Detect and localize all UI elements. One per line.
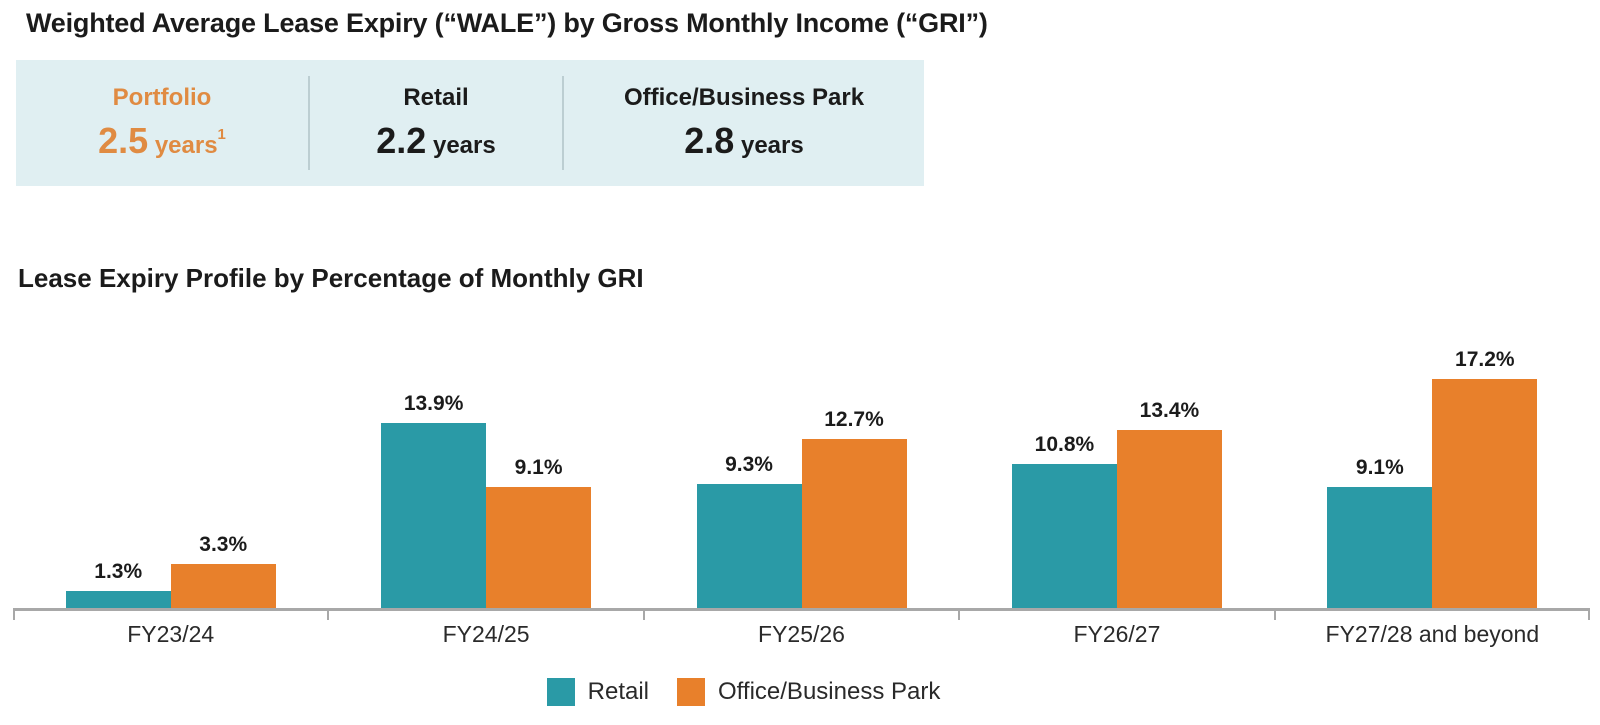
legend-item-office-business-park: Office/Business Park bbox=[677, 678, 940, 706]
bar-value-label: 12.7% bbox=[824, 408, 884, 432]
summary-office-value: 2.8 years bbox=[684, 120, 803, 162]
chart-title: Lease Expiry Profile by Percentage of Mo… bbox=[18, 263, 644, 293]
bar-value-label: 3.3% bbox=[199, 533, 248, 557]
summary-divider bbox=[308, 76, 310, 170]
x-axis-tick bbox=[1588, 610, 1590, 620]
bar-retail bbox=[1327, 487, 1433, 608]
bar-office-business-park bbox=[170, 564, 276, 608]
page-title: Weighted Average Lease Expiry (“WALE”) b… bbox=[26, 8, 988, 38]
lease-expiry-bar-chart: 1.3% 3.3% 13.9% 9.1% 9.3% 12.7% 10.8% 13.4% 9.1%… bbox=[13, 300, 1590, 706]
summary-office-number: 2.8 bbox=[684, 120, 735, 161]
summary-retail-unit: years bbox=[432, 132, 496, 159]
x-axis-tick bbox=[327, 610, 330, 620]
x-axis-tick bbox=[958, 610, 961, 620]
bar-col-office-business-park-fy27-28-and-beyond: 17.2% bbox=[1432, 348, 1538, 608]
legend-swatch-office-business-park bbox=[677, 678, 706, 706]
bar-retail bbox=[696, 484, 802, 608]
summary-office-label: Office/Business Park bbox=[623, 84, 865, 111]
x-label-fy24-25: FY24/25 bbox=[442, 621, 530, 647]
summary-portfolio: Portfolio 2.5 years1 bbox=[16, 60, 308, 186]
x-axis-tick bbox=[642, 610, 645, 620]
summary-divider bbox=[562, 76, 564, 170]
x-label-fy25-26: FY25/26 bbox=[758, 621, 845, 647]
summary-portfolio-value: 2.5 years1 bbox=[98, 120, 226, 162]
summary-retail-value: 2.2 years bbox=[376, 120, 495, 162]
bar-col-retail-fy26-27: 10.8% bbox=[1011, 433, 1117, 608]
legend-item-retail: Retail bbox=[546, 678, 650, 706]
summary-portfolio-unit: years bbox=[154, 132, 218, 159]
summary-portfolio-label: Portfolio bbox=[112, 84, 212, 111]
plot-area: 1.3% 3.3% 13.9% 9.1% 9.3% 12.7% 10.8% 13.4% 9.1%… bbox=[13, 300, 1590, 620]
summary-retail-label: Retail bbox=[403, 84, 469, 111]
bar-value-label: 1.3% bbox=[94, 559, 143, 583]
x-label-fy23-24: FY23/24 bbox=[127, 621, 215, 647]
bar-col-retail-fy24-25: 13.9% bbox=[381, 392, 487, 608]
bar-value-label: 17.2% bbox=[1455, 348, 1515, 372]
legend-label-office-business-park: Office/Business Park bbox=[718, 678, 941, 705]
summary-retail: Retail 2.2 years bbox=[310, 60, 562, 186]
x-label-fy26-27: FY26/27 bbox=[1073, 621, 1161, 647]
bar-office-business-park bbox=[486, 487, 592, 608]
bar-col-retail-fy23-24: 1.3% bbox=[65, 559, 171, 608]
wale-summary-box: Portfolio 2.5 years1 Retail 2.2 years Of… bbox=[16, 60, 924, 186]
legend-swatch-retail bbox=[546, 678, 575, 706]
bar-office-business-park bbox=[1116, 429, 1222, 608]
bar-value-label: 13.9% bbox=[403, 392, 464, 416]
summary-retail-number: 2.2 bbox=[376, 120, 427, 161]
bar-group-fy26-27: 10.8% 13.4% bbox=[959, 399, 1274, 608]
bar-office-business-park bbox=[1432, 379, 1538, 608]
x-axis-labels: FY23/24 FY24/25 FY25/26 FY26/27 FY27/28 and … bbox=[13, 621, 1590, 648]
x-axis-tick bbox=[1273, 610, 1276, 620]
bar-group-fy27-28-and-beyond: 9.1% 17.2% bbox=[1275, 348, 1590, 608]
bar-value-label: 9.3% bbox=[725, 453, 773, 477]
bar-col-office-business-park-fy24-25: 9.1% bbox=[486, 456, 592, 608]
legend-label-retail: Retail bbox=[587, 678, 650, 705]
summary-portfolio-number: 2.5 bbox=[98, 120, 149, 161]
bar-group-fy23-24: 1.3% 3.3% bbox=[13, 533, 328, 608]
x-label-fy27-28-and-beyond: FY27/28 and beyond bbox=[1325, 621, 1540, 647]
bar-value-label: 9.1% bbox=[514, 456, 563, 479]
bar-value-label: 10.8% bbox=[1034, 433, 1095, 457]
bar-col-retail-fy25-26: 9.3% bbox=[696, 453, 802, 608]
summary-office-business-park: Office/Business Park 2.8 years bbox=[564, 60, 924, 186]
summary-office-unit: years bbox=[740, 132, 804, 159]
bar-col-office-business-park-fy23-24: 3.3% bbox=[170, 533, 276, 608]
chart-legend: Retail Office/Business Park bbox=[546, 678, 940, 706]
bar-retail bbox=[1011, 464, 1117, 608]
bar-retail bbox=[65, 590, 171, 608]
bar-col-office-business-park-fy26-27: 13.4% bbox=[1116, 398, 1222, 608]
bar-value-label: 13.4% bbox=[1139, 398, 1200, 422]
bar-retail bbox=[381, 423, 487, 608]
bar-office-business-park bbox=[801, 439, 907, 608]
summary-portfolio-footnote: 1 bbox=[217, 126, 226, 143]
bar-col-office-business-park-fy25-26: 12.7% bbox=[801, 408, 907, 608]
bar-group-fy24-25: 13.9% 9.1% bbox=[328, 392, 643, 608]
x-axis-tick bbox=[13, 610, 15, 620]
bar-group-fy25-26: 9.3% 12.7% bbox=[644, 408, 959, 608]
bar-value-label: 9.1% bbox=[1355, 456, 1404, 479]
bar-col-retail-fy27-28-and-beyond: 9.1% bbox=[1327, 456, 1433, 608]
